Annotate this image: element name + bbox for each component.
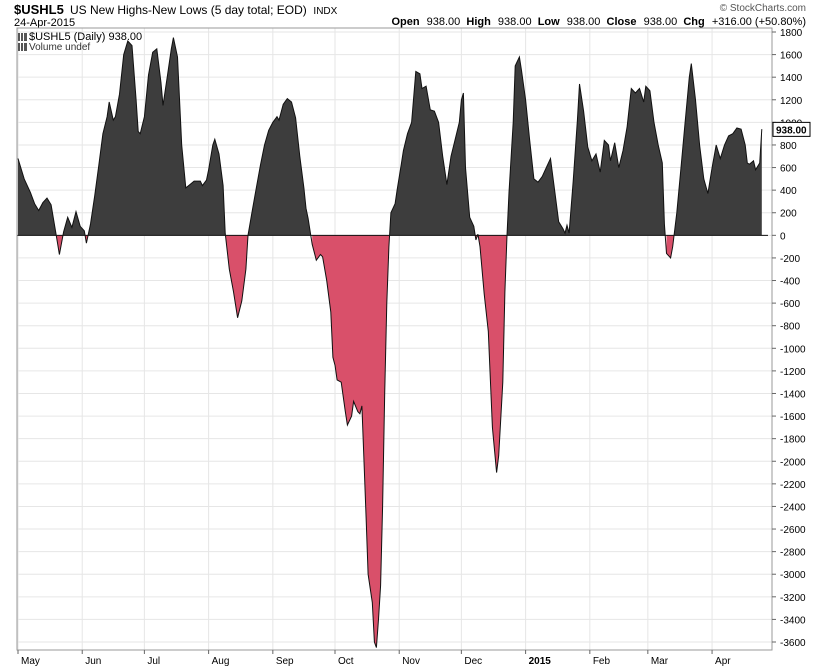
plot-frame (16, 27, 773, 651)
series-legend: $USHL5 (Daily) 938.00 (18, 31, 142, 43)
y-tick-label: -3000 (780, 570, 806, 581)
y-tick-label: 400 (780, 186, 797, 197)
series-legend-label: $USHL5 (Daily) 938.00 (29, 31, 143, 43)
exchange-label: INDX (313, 6, 338, 17)
y-tick-label: -2600 (780, 525, 806, 536)
negative-area (56, 235, 675, 648)
y-tick-label: -1200 (780, 367, 806, 378)
chg-label: Chg (683, 16, 705, 28)
y-tick-label: -1800 (780, 435, 806, 446)
x-tick-label: Nov (402, 656, 420, 667)
volume-bars-icon (18, 43, 27, 51)
y-tick-label: 800 (780, 141, 797, 152)
x-tick-label: Dec (464, 656, 482, 667)
volume-legend-label: Volume undef (29, 42, 91, 53)
open-value: 938.00 (426, 16, 461, 28)
high-value: 938.00 (497, 16, 532, 28)
y-tick-label: 1600 (780, 51, 803, 62)
y-tick-label: 1200 (780, 96, 803, 107)
last-value-marker: 938.00 (772, 121, 811, 137)
y-tick-label: -1000 (780, 344, 806, 355)
x-tick-label: Jun (85, 656, 101, 667)
y-tick-label: 600 (780, 164, 797, 175)
gridlines (17, 28, 772, 650)
y-tick-label: 200 (780, 209, 797, 220)
quote-date: 24-Apr-2015 (14, 17, 76, 29)
y-tick-label: -1600 (780, 412, 806, 423)
last-value-box (772, 121, 811, 137)
x-tick-label: May (21, 656, 40, 667)
positive-area (18, 37, 762, 236)
y-tick-label: -2800 (780, 548, 806, 559)
x-tick-label: Mar (651, 656, 669, 667)
y-tick-label: -2200 (780, 480, 806, 491)
chg-value: +316.00 (+50.80%) (711, 16, 806, 28)
y-tick-label: -2000 (780, 457, 806, 468)
x-tick-label: 2015 (529, 656, 552, 667)
low-label: Low (537, 16, 560, 28)
x-tick-label: Jul (147, 656, 160, 667)
chart-title: US New Highs-New Lows (5 day total; EOD)… (70, 3, 337, 17)
x-tick-label: Feb (593, 656, 611, 667)
open-label: Open (391, 16, 420, 28)
y-tick-label: 0 (780, 231, 786, 242)
x-tick-label: Aug (212, 656, 230, 667)
y-tick-label: -2400 (780, 502, 806, 513)
y-tick-label: -1400 (780, 389, 806, 400)
volume-legend: Volume undef (18, 42, 90, 53)
y-tick-label: 1400 (780, 73, 803, 84)
close-label: Close (606, 16, 637, 28)
close-value: 938.00 (643, 16, 678, 28)
y-axis: 180016001400120010008006004002000-200-40… (772, 28, 806, 649)
y-tick-label: -200 (780, 254, 800, 265)
y-tick-label: 1800 (780, 28, 803, 39)
low-value: 938.00 (566, 16, 601, 28)
y-tick-label: -3400 (780, 615, 806, 626)
area-chart-icon (18, 33, 27, 41)
y-tick-label: -600 (780, 299, 800, 310)
high-label: High (466, 16, 491, 28)
chart-header: $USHL5 US New Highs-New Lows (5 day tota… (0, 0, 820, 30)
last-value-label: 938.00 (776, 125, 807, 136)
x-tick-label: Oct (338, 656, 354, 667)
y-tick-label: -3600 (780, 638, 806, 649)
y-tick-label: -3200 (780, 593, 806, 604)
plot-border (16, 27, 773, 651)
quote-bar: Open 938.00 High 938.00 Low 938.00 Close… (391, 16, 806, 28)
watermark: © StockCharts.com (719, 3, 806, 14)
area-series (17, 37, 768, 648)
series-name: US New Highs-New Lows (5 day total; EOD) (70, 3, 307, 17)
y-tick-label: -400 (780, 277, 800, 288)
x-tick-label: Apr (715, 656, 731, 667)
x-tick-label: Sep (276, 656, 294, 667)
x-axis: May Jun Jul Aug Sep Oct Nov Dec 2015 Feb Mar Apr (17, 650, 731, 667)
series-line (17, 37, 763, 648)
ticker-symbol: $USHL5 (14, 2, 64, 17)
y-tick-label: -800 (780, 322, 800, 333)
